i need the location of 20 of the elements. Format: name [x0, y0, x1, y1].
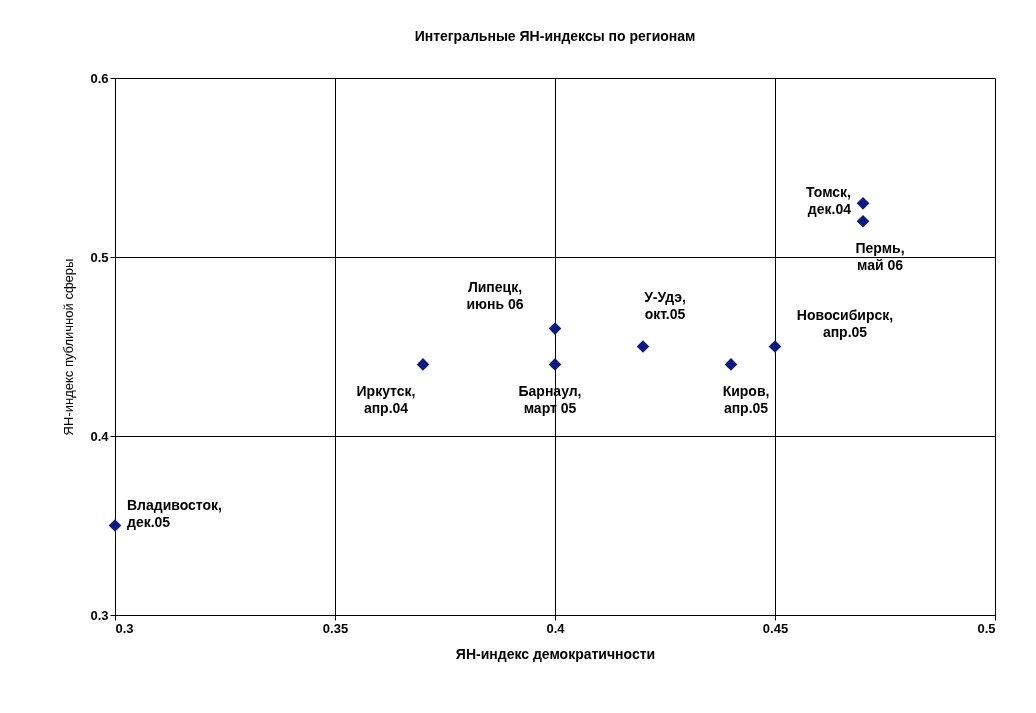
y-tick-label: 0.5 [90, 249, 109, 265]
data-label: Иркутск, апр.04 [356, 383, 416, 417]
data-label: Пермь, май 06 [855, 240, 905, 274]
chart-title: Интегральные ЯН-индексы по регионам [414, 28, 696, 44]
x-axis-title: ЯН-индекс демократичности [455, 645, 656, 662]
y-tick-label: 0.3 [90, 607, 109, 623]
x-tick-label: 0.5 [977, 620, 996, 636]
data-label: Киров, апр.05 [722, 383, 770, 417]
x-tick-label: 0.4 [546, 620, 566, 636]
y-tick-label: 0.4 [90, 428, 110, 444]
x-tick-label: 0.3 [115, 620, 134, 636]
data-label: Липецк, июнь 06 [466, 278, 524, 312]
y-tick-label: 0.6 [90, 70, 109, 86]
x-tick-label: 0.35 [322, 620, 349, 636]
y-axis-title: ЯН-индекс публичной сферы [61, 258, 77, 436]
x-tick-label: 0.45 [762, 620, 789, 636]
data-label: У-Удэ, окт.05 [644, 288, 686, 322]
data-label: Томск, дек.04 [806, 184, 852, 218]
data-label: Новосибирск, апр.05 [796, 306, 894, 340]
data-label: Владивосток, дек.05 [127, 496, 222, 530]
